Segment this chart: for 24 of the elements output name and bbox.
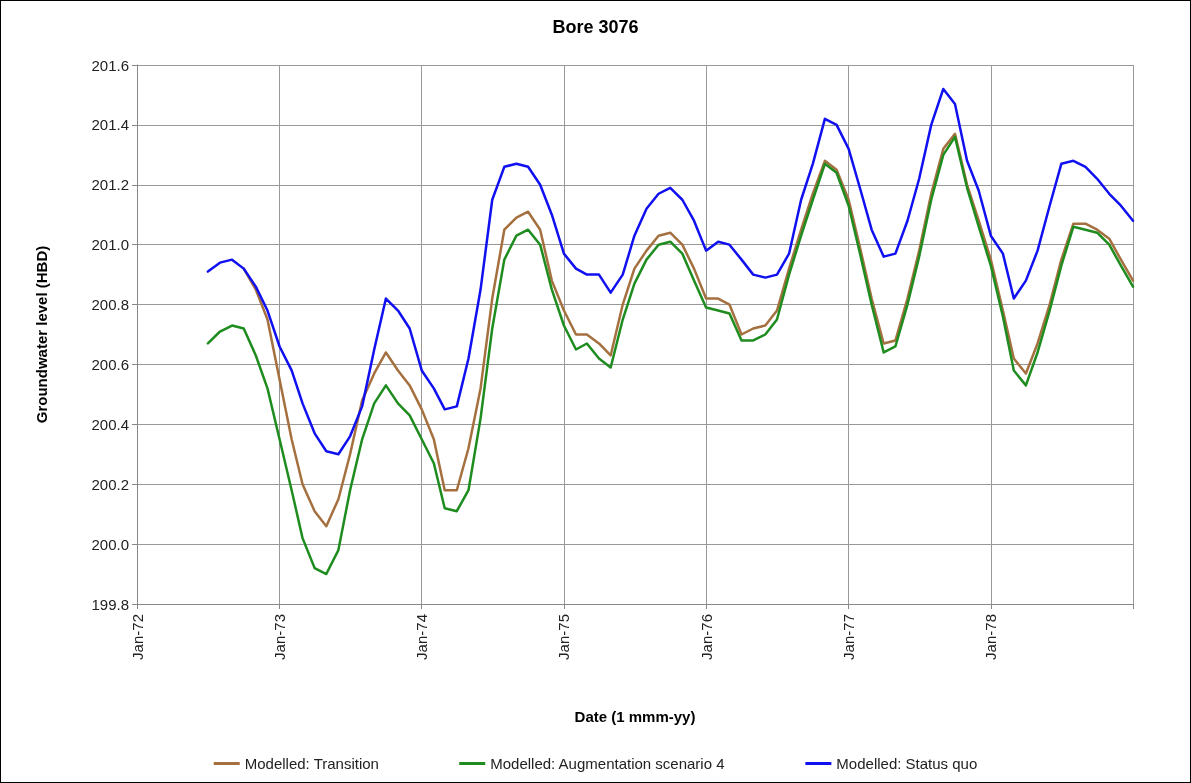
y-tick-label: 200.2 bbox=[91, 475, 129, 493]
x-tick-label: Jan-72 bbox=[128, 614, 146, 660]
y-tick-label: 199.8 bbox=[91, 595, 129, 613]
legend-label: Modelled: Augmentation scenario 4 bbox=[490, 755, 725, 772]
x-tick-label: Jan-78 bbox=[982, 614, 1000, 660]
y-tick-label: 200.8 bbox=[91, 296, 129, 314]
y-tick-label: 201.4 bbox=[91, 116, 129, 134]
x-tick-label: Jan-75 bbox=[555, 614, 573, 660]
x-tick-label: Jan-74 bbox=[413, 614, 431, 660]
x-tick-label: Jan-76 bbox=[697, 614, 715, 660]
line-series bbox=[206, 87, 1135, 456]
x-tick-label: Jan-77 bbox=[840, 614, 858, 660]
y-axis-title: Groundwater level (HBD) bbox=[33, 245, 50, 424]
x-axis-title: Date (1 mmm-yy) bbox=[574, 708, 696, 725]
y-tick-label: 200.4 bbox=[91, 415, 129, 433]
legend-label: Modelled: Transition bbox=[244, 755, 379, 772]
chart-title: Bore 3076 bbox=[552, 17, 639, 37]
y-tick-label: 201.0 bbox=[91, 236, 129, 254]
y-tick-label: 200.0 bbox=[91, 535, 129, 553]
legend-label: Modelled: Status quo bbox=[836, 755, 978, 772]
x-tick-label: Jan-73 bbox=[271, 614, 289, 660]
y-tick-label: 200.6 bbox=[91, 355, 129, 373]
y-tick-label: 201.6 bbox=[91, 56, 129, 74]
y-tick-label: 201.2 bbox=[91, 176, 129, 194]
